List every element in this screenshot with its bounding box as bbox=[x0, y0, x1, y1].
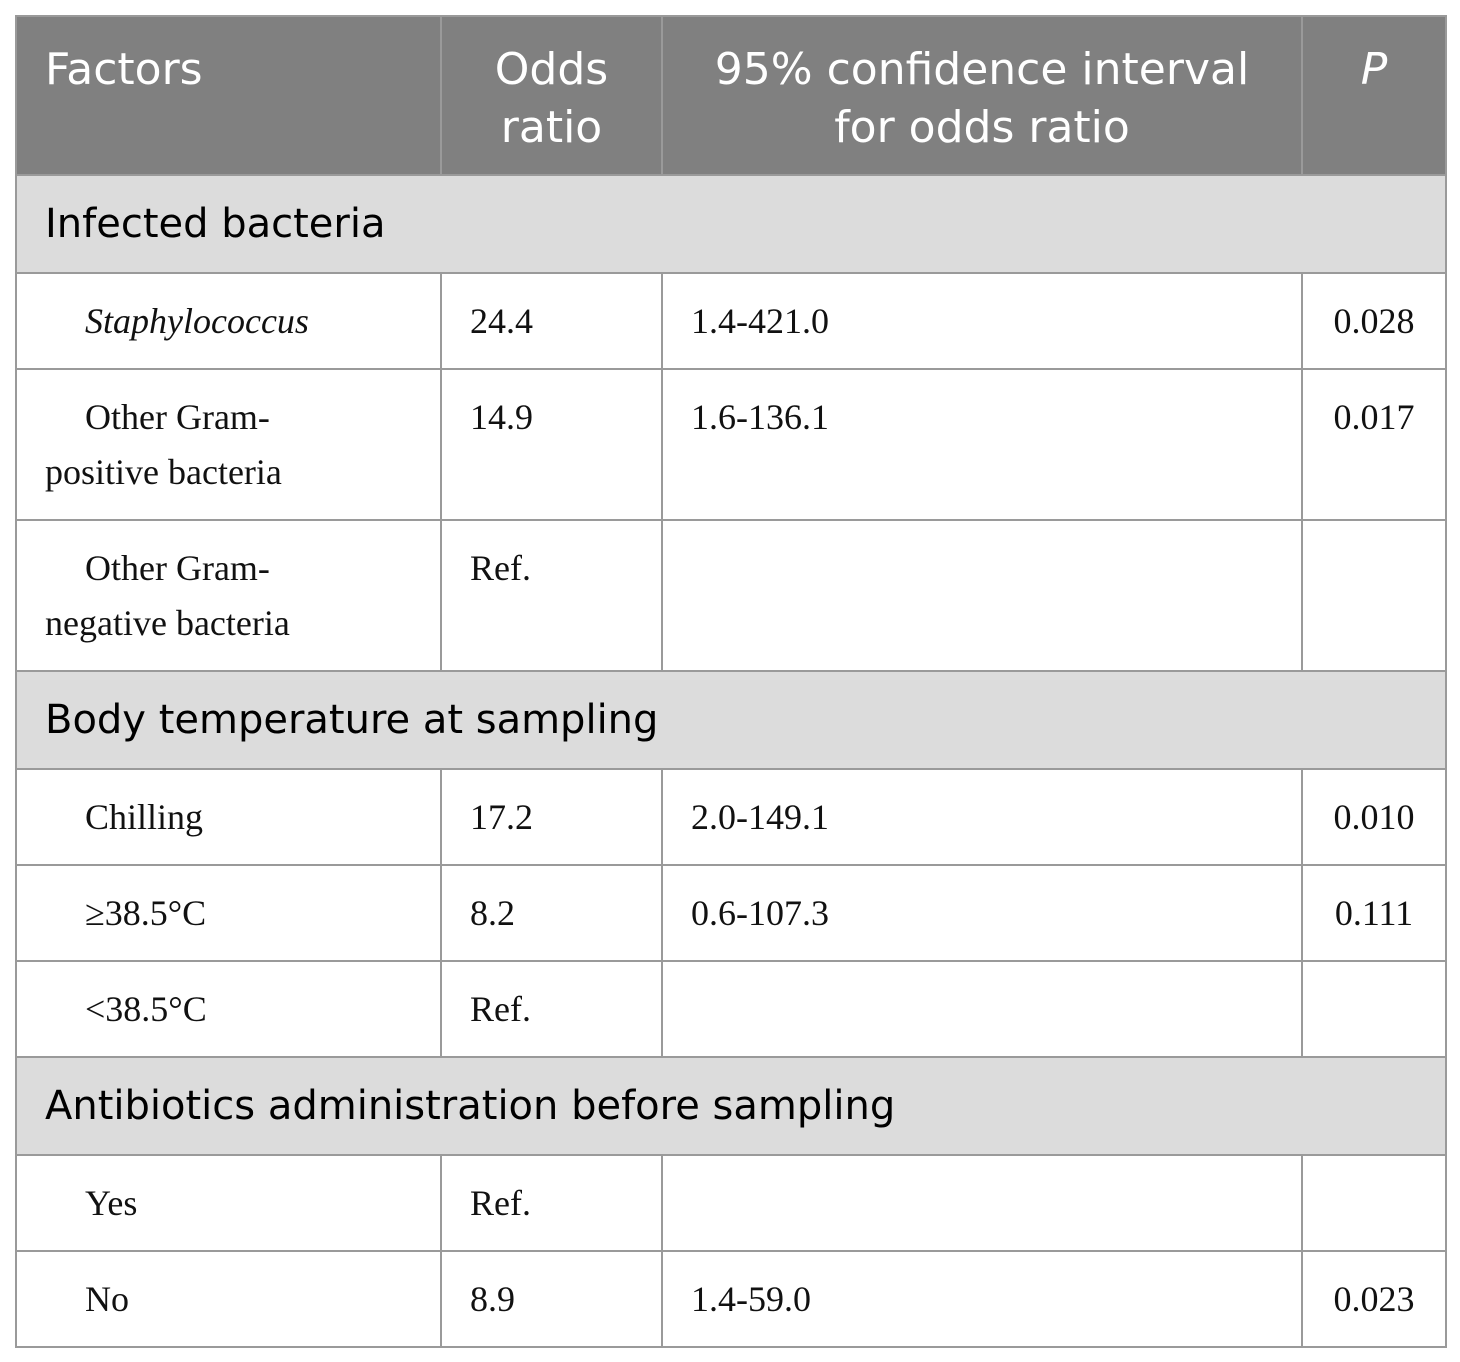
ci-cell bbox=[661, 960, 1303, 1058]
odds-ratio-cell: 14.9 bbox=[440, 368, 663, 521]
section-title: Body temperature at sampling bbox=[15, 670, 1447, 770]
factor-cell: No bbox=[15, 1250, 442, 1348]
section-title: Infected bacteria bbox=[15, 174, 1447, 274]
factor-text: <38.5°C bbox=[85, 989, 207, 1029]
factor-cell: Other Gram-negative bacteria bbox=[15, 519, 442, 672]
section-row: Body temperature at sampling bbox=[15, 670, 1447, 770]
factor-cell: Staphylococcus bbox=[15, 272, 442, 370]
p-value-cell: 0.017 bbox=[1301, 368, 1447, 521]
odds-ratio-cell: 17.2 bbox=[440, 768, 663, 866]
data-row: Other Gram-positive bacteria 14.9 1.6-136.… bbox=[15, 368, 1447, 521]
p-value-cell bbox=[1301, 1154, 1447, 1252]
factor-cell: Chilling bbox=[15, 768, 442, 866]
p-value-cell: 0.111 bbox=[1301, 864, 1447, 962]
factor-text: ≥38.5°C bbox=[85, 893, 207, 933]
p-value-cell: 0.028 bbox=[1301, 272, 1447, 370]
factor-text: Other Gram-positive bacteria bbox=[45, 397, 282, 492]
section-row: Infected bacteria bbox=[15, 174, 1447, 274]
odds-ratio-cell: 24.4 bbox=[440, 272, 663, 370]
data-row: Other Gram-negative bacteria Ref. bbox=[15, 519, 1447, 672]
data-row: Chilling 17.2 2.0-149.1 0.010 bbox=[15, 768, 1447, 866]
ci-cell: 1.6-136.1 bbox=[661, 368, 1303, 521]
odds-ratio-cell: Ref. bbox=[440, 1154, 663, 1252]
factor-text: No bbox=[85, 1279, 129, 1319]
data-row: Yes Ref. bbox=[15, 1154, 1447, 1252]
ci-cell: 2.0-149.1 bbox=[661, 768, 1303, 866]
p-value-cell bbox=[1301, 960, 1447, 1058]
header-cell: P bbox=[1301, 15, 1447, 176]
p-value-cell: 0.023 bbox=[1301, 1250, 1447, 1348]
odds-ratio-cell: Ref. bbox=[440, 960, 663, 1058]
table-body: Infected bacteria Staphylococcus 24.4 1.4-4… bbox=[15, 174, 1447, 1348]
header-cell: 95% confidence interval for odds ratio bbox=[661, 15, 1303, 176]
p-value-cell bbox=[1301, 519, 1447, 672]
factor-cell: Yes bbox=[15, 1154, 442, 1252]
factor-text: Yes bbox=[85, 1183, 138, 1223]
ci-cell: 0.6-107.3 bbox=[661, 864, 1303, 962]
section-row: Antibiotics administration before sampli… bbox=[15, 1056, 1447, 1156]
factor-text: Chilling bbox=[85, 797, 204, 837]
odds-ratio-cell: 8.2 bbox=[440, 864, 663, 962]
header-row: Factors Odds ratio 95% confidence interv… bbox=[15, 15, 1447, 176]
data-row: No 8.9 1.4-59.0 0.023 bbox=[15, 1250, 1447, 1348]
ci-cell: 1.4-59.0 bbox=[661, 1250, 1303, 1348]
section-title: Antibiotics administration before sampli… bbox=[15, 1056, 1447, 1156]
ci-cell bbox=[661, 519, 1303, 672]
p-value-cell: 0.010 bbox=[1301, 768, 1447, 866]
factor-cell: <38.5°C bbox=[15, 960, 442, 1058]
data-row: Staphylococcus 24.4 1.4-421.0 0.028 bbox=[15, 272, 1447, 370]
odds-ratio-cell: 8.9 bbox=[440, 1250, 663, 1348]
factor-cell: ≥38.5°C bbox=[15, 864, 442, 962]
odds-ratio-cell: Ref. bbox=[440, 519, 663, 672]
factor-text: Other Gram-negative bacteria bbox=[45, 548, 290, 643]
factor-cell: Other Gram-positive bacteria bbox=[15, 368, 442, 521]
header-cell: Factors bbox=[15, 15, 442, 176]
ci-cell: 1.4-421.0 bbox=[661, 272, 1303, 370]
ci-cell bbox=[661, 1154, 1303, 1252]
data-row: ≥38.5°C 8.2 0.6-107.3 0.111 bbox=[15, 864, 1447, 962]
header-cell: Odds ratio bbox=[440, 15, 663, 176]
data-row: <38.5°C Ref. bbox=[15, 960, 1447, 1058]
factor-text: Staphylococcus bbox=[85, 301, 309, 341]
results-table: Factors Odds ratio 95% confidence interv… bbox=[15, 15, 1447, 1348]
